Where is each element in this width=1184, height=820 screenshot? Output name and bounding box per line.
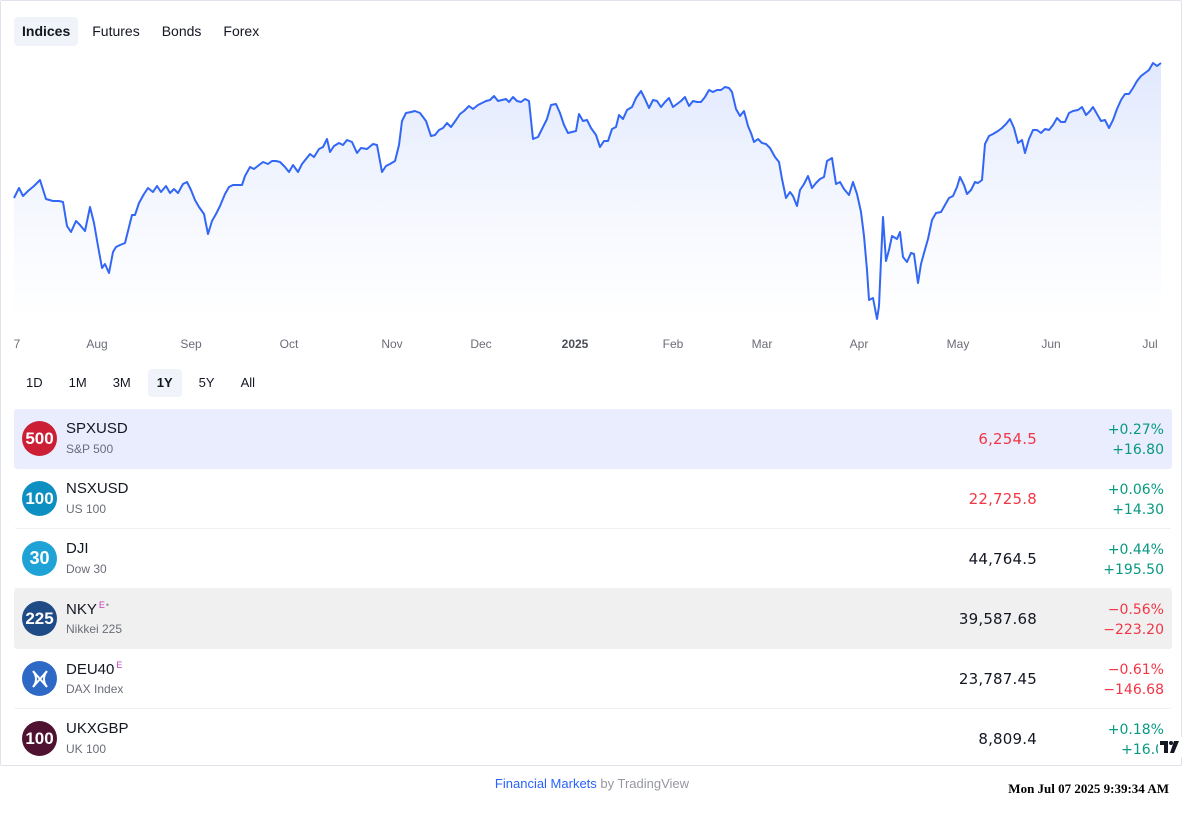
symbol-description: US 100 <box>66 502 107 516</box>
symbol-price: 6,254.5 <box>978 430 1037 448</box>
timestamp: Mon Jul 07 2025 9:39:34 AM <box>1008 781 1169 796</box>
range-all[interactable]: All <box>240 375 256 390</box>
tab-futures[interactable]: Futures <box>92 23 140 39</box>
symbol-row-ukxgbp[interactable]: 100 UKXGBP UK 100 8,809.4 +0.18% +16.0 <box>14 709 1172 768</box>
tab-forex[interactable]: Forex <box>223 23 260 39</box>
axis-label: Jun <box>1041 337 1061 351</box>
change-absolute: −146.68 <box>1103 682 1164 698</box>
attribution: Financial Markets by TradingView <box>0 776 1184 791</box>
change-percent: +0.18% <box>1107 722 1164 738</box>
symbol-row-deu40[interactable]: DEU40 E DAX Index 23,787.45 −0.61% −146.6… <box>14 649 1172 709</box>
axis-label: Dec <box>470 337 492 351</box>
axis-label: Oct <box>279 337 299 351</box>
symbol-logo: 500 <box>22 421 57 456</box>
tradingview-logo-icon[interactable] <box>1158 737 1182 757</box>
financial-markets-link[interactable]: Financial Markets <box>494 776 597 791</box>
axis-label: 7 <box>13 337 21 351</box>
category-tabs: Indices Futures Bonds Forex <box>14 17 273 47</box>
change-percent: +0.27% <box>1107 422 1164 438</box>
symbol-logo: 30 <box>22 541 57 576</box>
axis-label: Jul <box>1142 337 1158 351</box>
range-5y[interactable]: 5Y <box>198 375 215 390</box>
symbol-row-nsxusd[interactable]: 100 NSXUSD US 100 22,725.8 +0.06% +14.30 <box>14 469 1172 529</box>
symbol-ticker: DJI <box>66 540 89 557</box>
chart-area-fill <box>14 63 1161 321</box>
tab-indices[interactable]: Indices <box>14 17 79 46</box>
exchange-flag: E <box>98 600 105 610</box>
symbol-change: +0.06% +14.30 <box>1108 480 1164 520</box>
axis-label-year: 2025 <box>561 337 589 351</box>
symbol-change: −0.56% −223.20 <box>1103 600 1164 640</box>
symbol-logo: 100 <box>22 721 57 756</box>
axis-label: Aug <box>86 337 108 351</box>
attribution-by: by TradingView <box>596 776 690 791</box>
symbol-row-dji[interactable]: 30 DJI Dow 30 44,764.5 +0.44% +195.50 <box>14 529 1172 589</box>
range-1y[interactable]: 1Y <box>147 369 182 397</box>
symbol-price: 22,725.8 <box>968 490 1037 508</box>
change-absolute: +16.80 <box>1112 442 1164 458</box>
chart-price-line <box>13 62 1162 320</box>
symbol-price: 39,587.68 <box>958 610 1037 628</box>
symbol-price: 8,809.4 <box>978 730 1037 748</box>
price-chart[interactable] <box>1 51 1181 321</box>
axis-label: May <box>946 337 970 351</box>
symbol-ticker: SPXUSD <box>66 420 128 437</box>
range-1d[interactable]: 1D <box>26 375 43 390</box>
symbol-description: S&P 500 <box>66 442 114 456</box>
symbol-description: Dow 30 <box>66 562 107 576</box>
axis-label: Feb <box>662 337 684 351</box>
axis-label: Apr <box>849 337 869 351</box>
market-overview-widget: Indices Futures Bonds Forex 7 Aug Sep Oc… <box>0 0 1182 766</box>
symbol-ticker: DEU40 E <box>66 660 123 678</box>
range-3m[interactable]: 3M <box>112 375 131 390</box>
symbol-price: 23,787.45 <box>958 670 1037 688</box>
axis-label: Mar <box>751 337 773 351</box>
symbol-row-spxusd[interactable]: 500 SPXUSD S&P 500 6,254.5 +0.27% +16.80 <box>14 409 1172 469</box>
time-axis: 7 Aug Sep Oct Nov Dec 2025 Feb Mar Apr M… <box>1 337 1181 357</box>
symbol-logo: 100 <box>22 481 57 516</box>
change-percent: +0.44% <box>1107 542 1164 558</box>
symbol-change: +0.18% +16.0 <box>1108 720 1164 760</box>
symbol-description: UK 100 <box>66 742 107 756</box>
symbol-description: Nikkei 225 <box>66 622 123 636</box>
change-absolute: +14.30 <box>1112 502 1164 518</box>
tab-bonds[interactable]: Bonds <box>161 23 202 39</box>
symbol-description: DAX Index <box>66 682 124 696</box>
range-selector: 1D 1M 3M 1Y 5Y All <box>17 369 272 397</box>
exchange-flag: E <box>116 660 123 670</box>
symbol-price: 44,764.5 <box>968 550 1037 568</box>
change-absolute: −223.20 <box>1103 622 1164 638</box>
change-absolute: +16.0 <box>1121 742 1164 758</box>
symbol-ticker: NSXUSD <box>66 480 129 497</box>
axis-label: Nov <box>381 337 403 351</box>
market-status-dot: • <box>105 600 110 610</box>
range-1m[interactable]: 1M <box>68 375 87 390</box>
change-absolute: +195.50 <box>1103 562 1164 578</box>
symbol-ticker: NKY E• <box>66 600 110 618</box>
axis-label: Sep <box>180 337 202 351</box>
symbol-list: 500 SPXUSD S&P 500 6,254.5 +0.27% +16.80… <box>14 409 1172 768</box>
change-percent: −0.61% <box>1107 662 1164 678</box>
change-percent: −0.56% <box>1107 602 1164 618</box>
symbol-ticker: UKXGBP <box>66 720 129 737</box>
change-percent: +0.06% <box>1107 482 1164 498</box>
symbol-change: +0.44% +195.50 <box>1103 540 1164 580</box>
symbol-change: +0.27% +16.80 <box>1108 420 1164 460</box>
symbol-row-nky[interactable]: 225 NKY E• Nikkei 225 39,587.68 −0.56% −2… <box>14 589 1172 649</box>
symbol-logo: 225 <box>22 601 57 636</box>
x-icon <box>22 661 57 696</box>
symbol-change: −0.61% −146.68 <box>1103 660 1164 700</box>
